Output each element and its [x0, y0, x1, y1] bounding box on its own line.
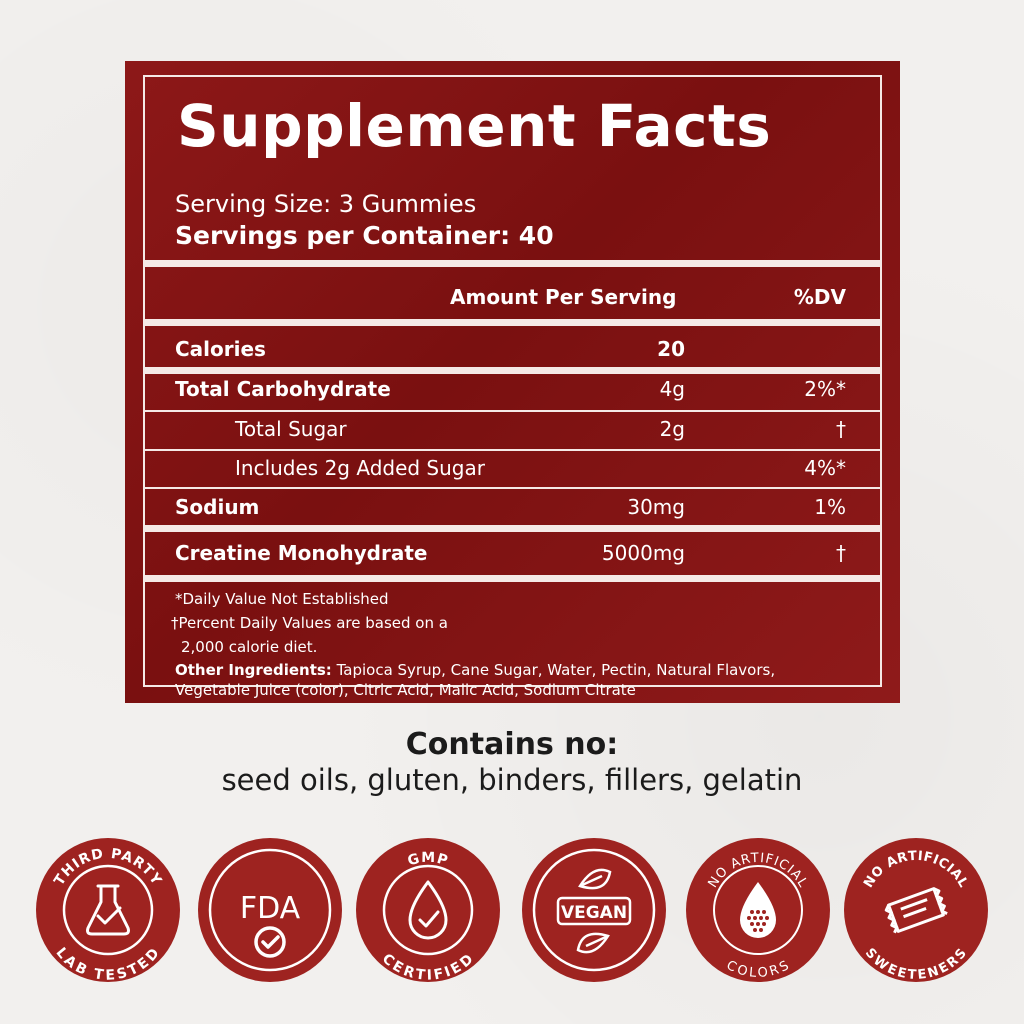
other-ingredients-line2: Vegetable Juice (color), Citric Acid, Ma…	[175, 681, 636, 699]
svg-text:COLORS: COLORS	[724, 958, 792, 981]
row-dv: 1%	[814, 495, 846, 519]
divider-thick	[145, 319, 880, 326]
row-label: Total Sugar	[235, 417, 347, 441]
row-dv: †	[836, 417, 846, 441]
leaf-icon	[576, 868, 612, 954]
row-amount: 2g	[659, 417, 685, 441]
row-amount: 5000mg	[601, 541, 685, 565]
panel-border: Supplement Facts Serving Size: 3 Gummies…	[143, 75, 882, 699]
contains-no-title: Contains no:	[405, 727, 619, 762]
divider-thin	[145, 487, 880, 489]
divider-thin	[145, 410, 880, 412]
other-ingredients: Other Ingredients: Tapioca Syrup, Cane S…	[175, 661, 775, 679]
other-ingredients-line1: Tapioca Syrup, Cane Sugar, Water, Pectin…	[336, 661, 776, 679]
divider-thick	[145, 367, 880, 374]
supplement-facts-panel: Supplement Facts Serving Size: 3 Gummies…	[125, 61, 900, 703]
badge-bottom-text: COLORS	[724, 958, 791, 981]
other-ingredients-label: Other Ingredients:	[175, 661, 332, 679]
row-amount: 30mg	[627, 495, 685, 519]
footnote-calorie: 2,000 calorie diet.	[181, 638, 318, 656]
svg-text:GMP: GMP	[406, 850, 450, 869]
contains-no-list: seed oils, gluten, binders, fillers, gel…	[221, 763, 803, 797]
facts-title: Supplement Facts	[177, 92, 772, 160]
check-circle-icon	[254, 926, 286, 958]
row-label: Sodium	[175, 495, 260, 519]
row-label: Calories	[175, 337, 266, 361]
badge-center-text: FDA	[240, 891, 301, 926]
footnote-daily-value: *Daily Value Not Established	[175, 590, 389, 608]
badge-vegan: VEGAN	[520, 836, 668, 984]
badge-no-artificial-sweeteners: NO ARTIFICIAL SWEETENERS	[842, 836, 990, 984]
serving-size: Serving Size: 3 Gummies	[175, 190, 477, 218]
divider-thick	[145, 575, 880, 582]
header-dv: %DV	[793, 285, 846, 309]
row-amount: 4g	[659, 377, 685, 401]
row-label: Includes 2g Added Sugar	[235, 456, 485, 480]
badge-fda: FDA	[196, 836, 344, 984]
row-dv: 4%*	[804, 456, 846, 480]
divider-thick	[145, 260, 880, 267]
row-amount: 20	[657, 337, 685, 361]
row-dv: †	[836, 541, 846, 565]
footnote-percent: †Percent Daily Values are based on a	[171, 614, 448, 632]
badge-no-artificial-colors: NO ARTIFICIAL COLORS	[684, 836, 832, 984]
divider-thick	[145, 525, 880, 532]
header-amount: Amount Per Serving	[450, 285, 677, 309]
drop-check-icon	[408, 880, 448, 940]
row-label: Creatine Monohydrate	[175, 541, 428, 565]
candy-packet-icon	[884, 887, 948, 934]
badge-top-text: GMP	[406, 850, 449, 869]
badge-third-party-lab-tested: THIRD PARTY LAB TESTED	[34, 836, 182, 984]
divider-thin	[145, 449, 880, 451]
vegan-box	[556, 896, 632, 926]
servings-per-container: Servings per Container: 40	[175, 221, 554, 250]
row-dv: 2%*	[804, 377, 846, 401]
dotted-drop-icon	[740, 882, 776, 938]
badge-gmp-certified: GMP CERTIFIED	[354, 836, 502, 984]
row-label: Total Carbohydrate	[175, 377, 391, 401]
badge-center-text: VEGAN	[561, 903, 627, 923]
flask-check-icon	[86, 884, 130, 936]
